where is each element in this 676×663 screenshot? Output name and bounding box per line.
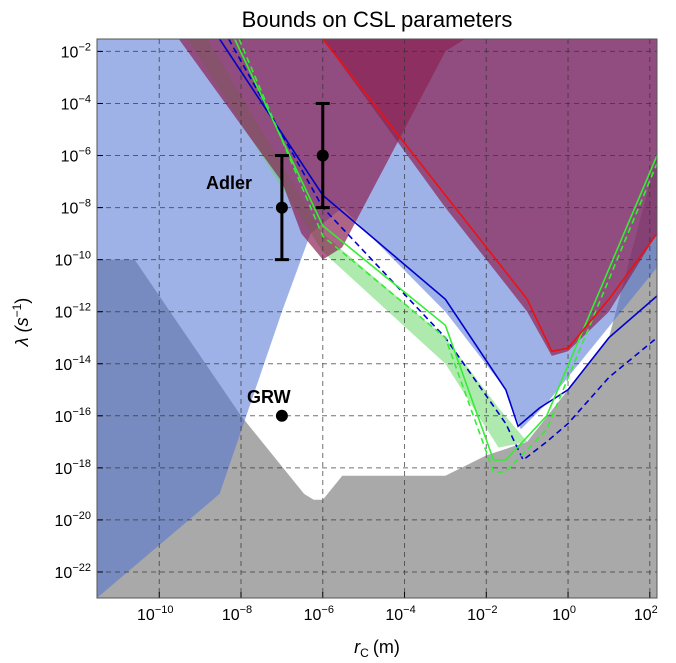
- data-point-1: [274, 154, 289, 262]
- bound-curves: [218, 39, 657, 473]
- y-tick-label-7: 10−16: [55, 406, 91, 426]
- y-tick-label-4: 10−10: [55, 250, 91, 270]
- data-point-2: [315, 101, 330, 210]
- curve-red-solid: [322, 39, 657, 353]
- annotation-grw-label: GRW: [247, 387, 291, 407]
- x-axis-title: rC (m): [354, 637, 400, 660]
- y-tick-label-9: 10−20: [55, 510, 91, 530]
- curve-green-solid: [233, 39, 657, 461]
- y-tick-label-10: 10−22: [55, 562, 91, 582]
- y-tick-label-8: 10−18: [55, 458, 91, 478]
- point-marker-2: [316, 149, 329, 162]
- curve-blue-dashed: [228, 39, 657, 462]
- annotation-adler: Adler: [206, 173, 252, 193]
- y-tick-label-2: 10−6: [61, 146, 91, 166]
- tick-labels: 10−10 10−8 10−6 10−4 10−2 100 102 10−2 10−4 10−6 1…: [55, 41, 658, 624]
- region-green-band: [187, 39, 528, 448]
- x-tick-label-1: 10−8: [222, 604, 252, 624]
- y-tick-label-1: 10−4: [61, 93, 91, 113]
- plot-area: [97, 39, 657, 598]
- region-maroon-large: [322, 39, 657, 356]
- curve-blue-solid: [218, 39, 657, 428]
- curve-green-dashed: [238, 39, 657, 473]
- x-tick-label-3: 10−4: [385, 604, 415, 624]
- y-tick-label-0: 10−2: [61, 41, 91, 61]
- grid-lines: [97, 39, 657, 598]
- y-tick-label-3: 10−8: [61, 198, 91, 218]
- x-tick-label-2: 10−6: [304, 604, 334, 624]
- data-point-0: [275, 409, 288, 422]
- annotation-adler-label: Adler: [206, 173, 252, 193]
- y-tick-label-6: 10−14: [55, 354, 91, 374]
- annotation-grw: GRW: [247, 387, 291, 407]
- point-marker-0: [275, 409, 288, 422]
- region-gray-lower-bound: [97, 155, 657, 598]
- x-tick-label-5: 100: [552, 604, 576, 624]
- y-axis-title: λ (s−1): [10, 298, 32, 348]
- point-marker-1: [275, 201, 288, 214]
- plot-frame: [96, 38, 658, 599]
- x-tick-label-0: 10−10: [137, 604, 173, 624]
- y-tick-label-5: 10−12: [55, 302, 91, 322]
- chart-title: Bounds on CSL parameters: [242, 7, 513, 32]
- data-points: [274, 101, 330, 422]
- x-tick-label-4: 10−2: [467, 604, 497, 624]
- x-tick-label-6: 102: [634, 604, 658, 624]
